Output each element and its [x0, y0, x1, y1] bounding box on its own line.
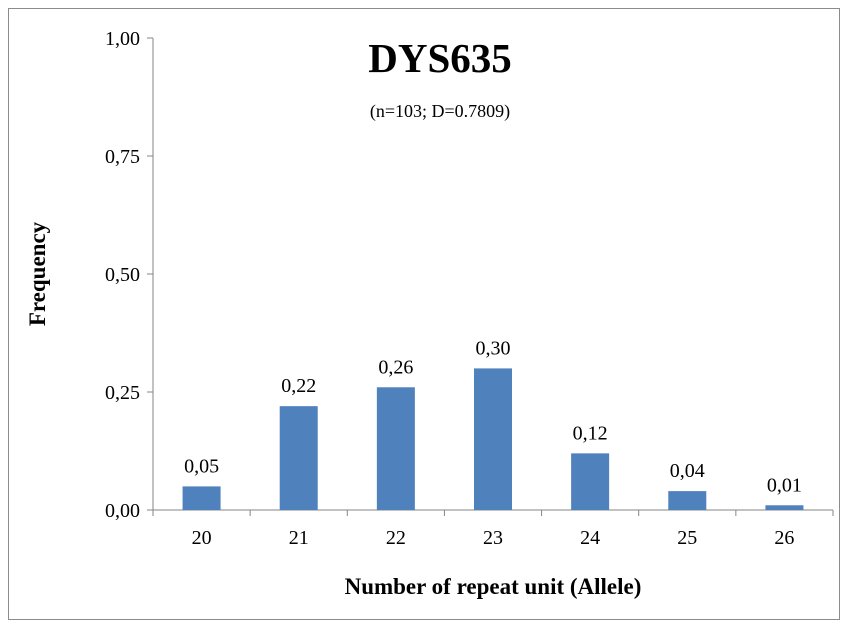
bar-23	[474, 368, 512, 510]
bar-25	[668, 491, 707, 510]
data-label-23: 0,30	[476, 337, 511, 359]
chart-frame	[8, 8, 840, 620]
bar-26	[765, 505, 804, 510]
chart-title: DYS635	[368, 35, 512, 81]
y-tick-label: 1,00	[105, 28, 140, 50]
data-label-25: 0,04	[670, 460, 705, 482]
data-label-20: 0,05	[184, 455, 219, 477]
y-axis-title: Frequency	[25, 221, 50, 326]
x-tick-label: 26	[774, 527, 794, 549]
x-axis: 20 21 22 23 24 25 26	[152, 509, 834, 549]
data-label-22: 0,26	[378, 356, 413, 378]
y-tick-label: 0,00	[105, 500, 140, 522]
x-tick-label: 21	[289, 527, 309, 549]
data-label-21: 0,22	[281, 375, 316, 397]
data-label-26: 0,01	[767, 474, 802, 496]
x-tick-label: 24	[580, 527, 600, 549]
bar-20	[182, 486, 221, 510]
bar-21	[279, 406, 318, 510]
x-tick-label: 23	[483, 527, 503, 549]
y-tick-label: 0,75	[105, 146, 140, 168]
y-tick-label: 0,50	[105, 264, 140, 286]
data-label-24: 0,12	[573, 422, 608, 444]
x-tick-label: 25	[677, 527, 697, 549]
y-tick-label: 0,25	[105, 382, 140, 404]
y-axis: 0,00 0,25 0,50 0,75 1,00	[105, 28, 154, 522]
bars	[182, 368, 804, 510]
x-axis-title: Number of repeat unit (Allele)	[345, 574, 642, 599]
bar-22	[376, 387, 415, 510]
x-tick-label: 20	[192, 527, 212, 549]
data-labels: 0,05 0,22 0,26 0,30 0,12 0,04 0,01	[184, 337, 802, 496]
bar-24	[571, 453, 610, 510]
x-tick-label: 22	[386, 527, 406, 549]
chart-subtitle: (n=103; D=0.7809)	[370, 101, 510, 122]
